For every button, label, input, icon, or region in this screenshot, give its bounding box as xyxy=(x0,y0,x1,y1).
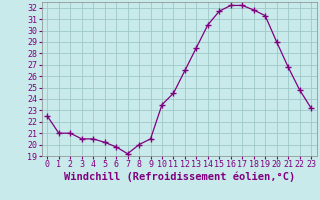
X-axis label: Windchill (Refroidissement éolien,°C): Windchill (Refroidissement éolien,°C) xyxy=(64,172,295,182)
